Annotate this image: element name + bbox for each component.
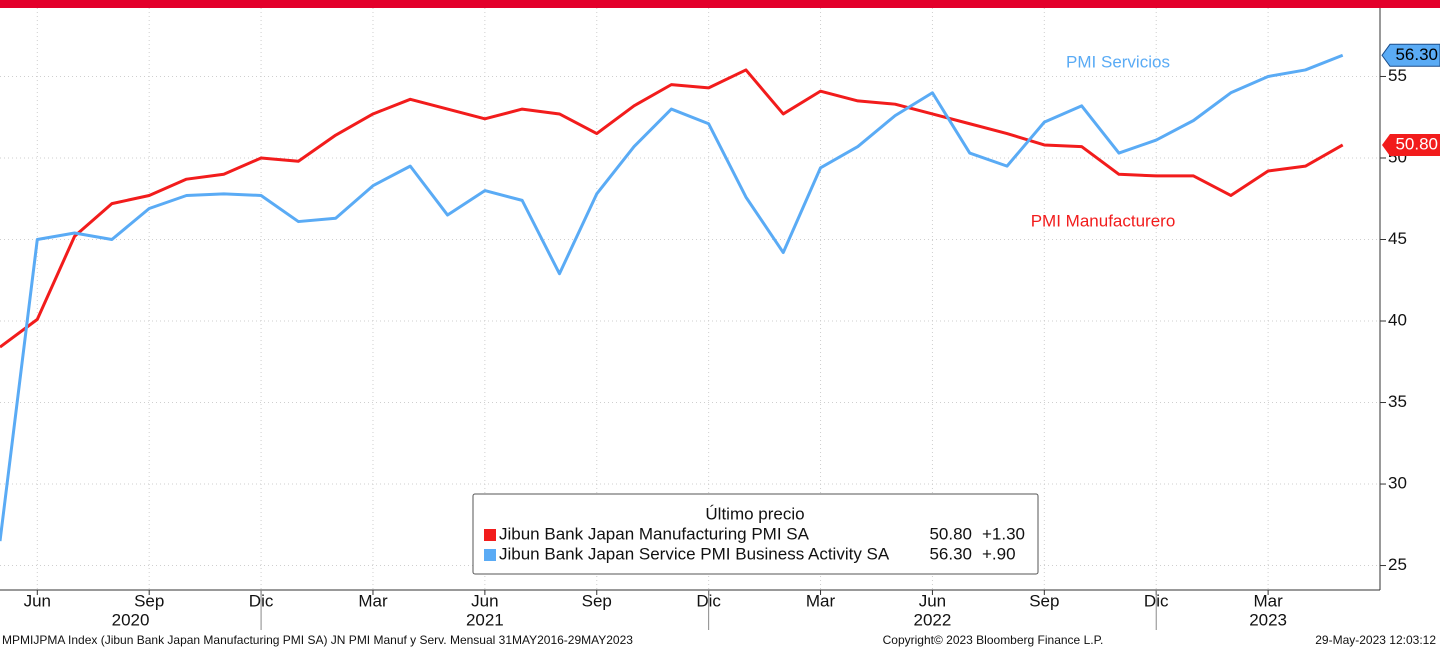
- legend-change: +1.30: [982, 524, 1025, 543]
- legend-entry: Jibun Bank Japan Manufacturing PMI SA: [499, 524, 810, 543]
- legend-swatch: [484, 549, 496, 561]
- series-line: [0, 68, 1344, 349]
- legend-last: 56.30: [929, 544, 972, 563]
- year-label: 2020: [112, 610, 150, 629]
- y-tick-label: 30: [1388, 474, 1407, 493]
- last-value-label: 50.80: [1395, 134, 1438, 153]
- x-tick-label: Sep: [134, 591, 164, 610]
- footer-right: 29-May-2023 12:03:12: [1315, 633, 1436, 647]
- legend-box: [472, 493, 1039, 575]
- legend-entry: Jibun Bank Japan Service PMI Business Ac…: [499, 544, 890, 563]
- y-tick-label: 40: [1388, 310, 1407, 329]
- footer-center: Copyright© 2023 Bloomberg Finance L.P.: [883, 633, 1104, 647]
- series-line: [0, 53, 1344, 542]
- year-label: 2022: [914, 610, 952, 629]
- y-tick-label: 55: [1388, 66, 1407, 85]
- legend-last: 50.80: [929, 524, 972, 543]
- x-tick-label: Jun: [471, 591, 498, 610]
- x-tick-label: Sep: [582, 591, 612, 610]
- x-tick-label: Mar: [1253, 591, 1283, 610]
- year-label: 2023: [1249, 610, 1287, 629]
- x-tick-label: Mar: [358, 591, 388, 610]
- x-tick-label: Jun: [24, 591, 51, 610]
- x-tick-label: Sep: [1029, 591, 1059, 610]
- y-tick-label: 35: [1388, 392, 1407, 411]
- last-value-tag: [1382, 133, 1440, 156]
- top-bar: [0, 0, 1440, 8]
- y-tick-label: 25: [1388, 555, 1407, 574]
- legend-swatch: [484, 529, 496, 541]
- y-tick-label: 45: [1388, 229, 1407, 248]
- year-label: 2021: [466, 610, 504, 629]
- legend-title: Último precio: [705, 504, 804, 523]
- series-annotation: PMI Manufacturero: [1031, 211, 1176, 230]
- last-value-tag: [1381, 43, 1440, 67]
- legend-change: +.90: [982, 544, 1016, 563]
- footer-left: MPMIJPMA Index (Jibun Bank Japan Manufac…: [2, 633, 633, 647]
- series-annotation: PMI Servicios: [1066, 52, 1170, 71]
- x-tick-label: Mar: [806, 591, 836, 610]
- x-tick-label: Jun: [919, 591, 946, 610]
- last-value-label: 56.30: [1395, 45, 1438, 64]
